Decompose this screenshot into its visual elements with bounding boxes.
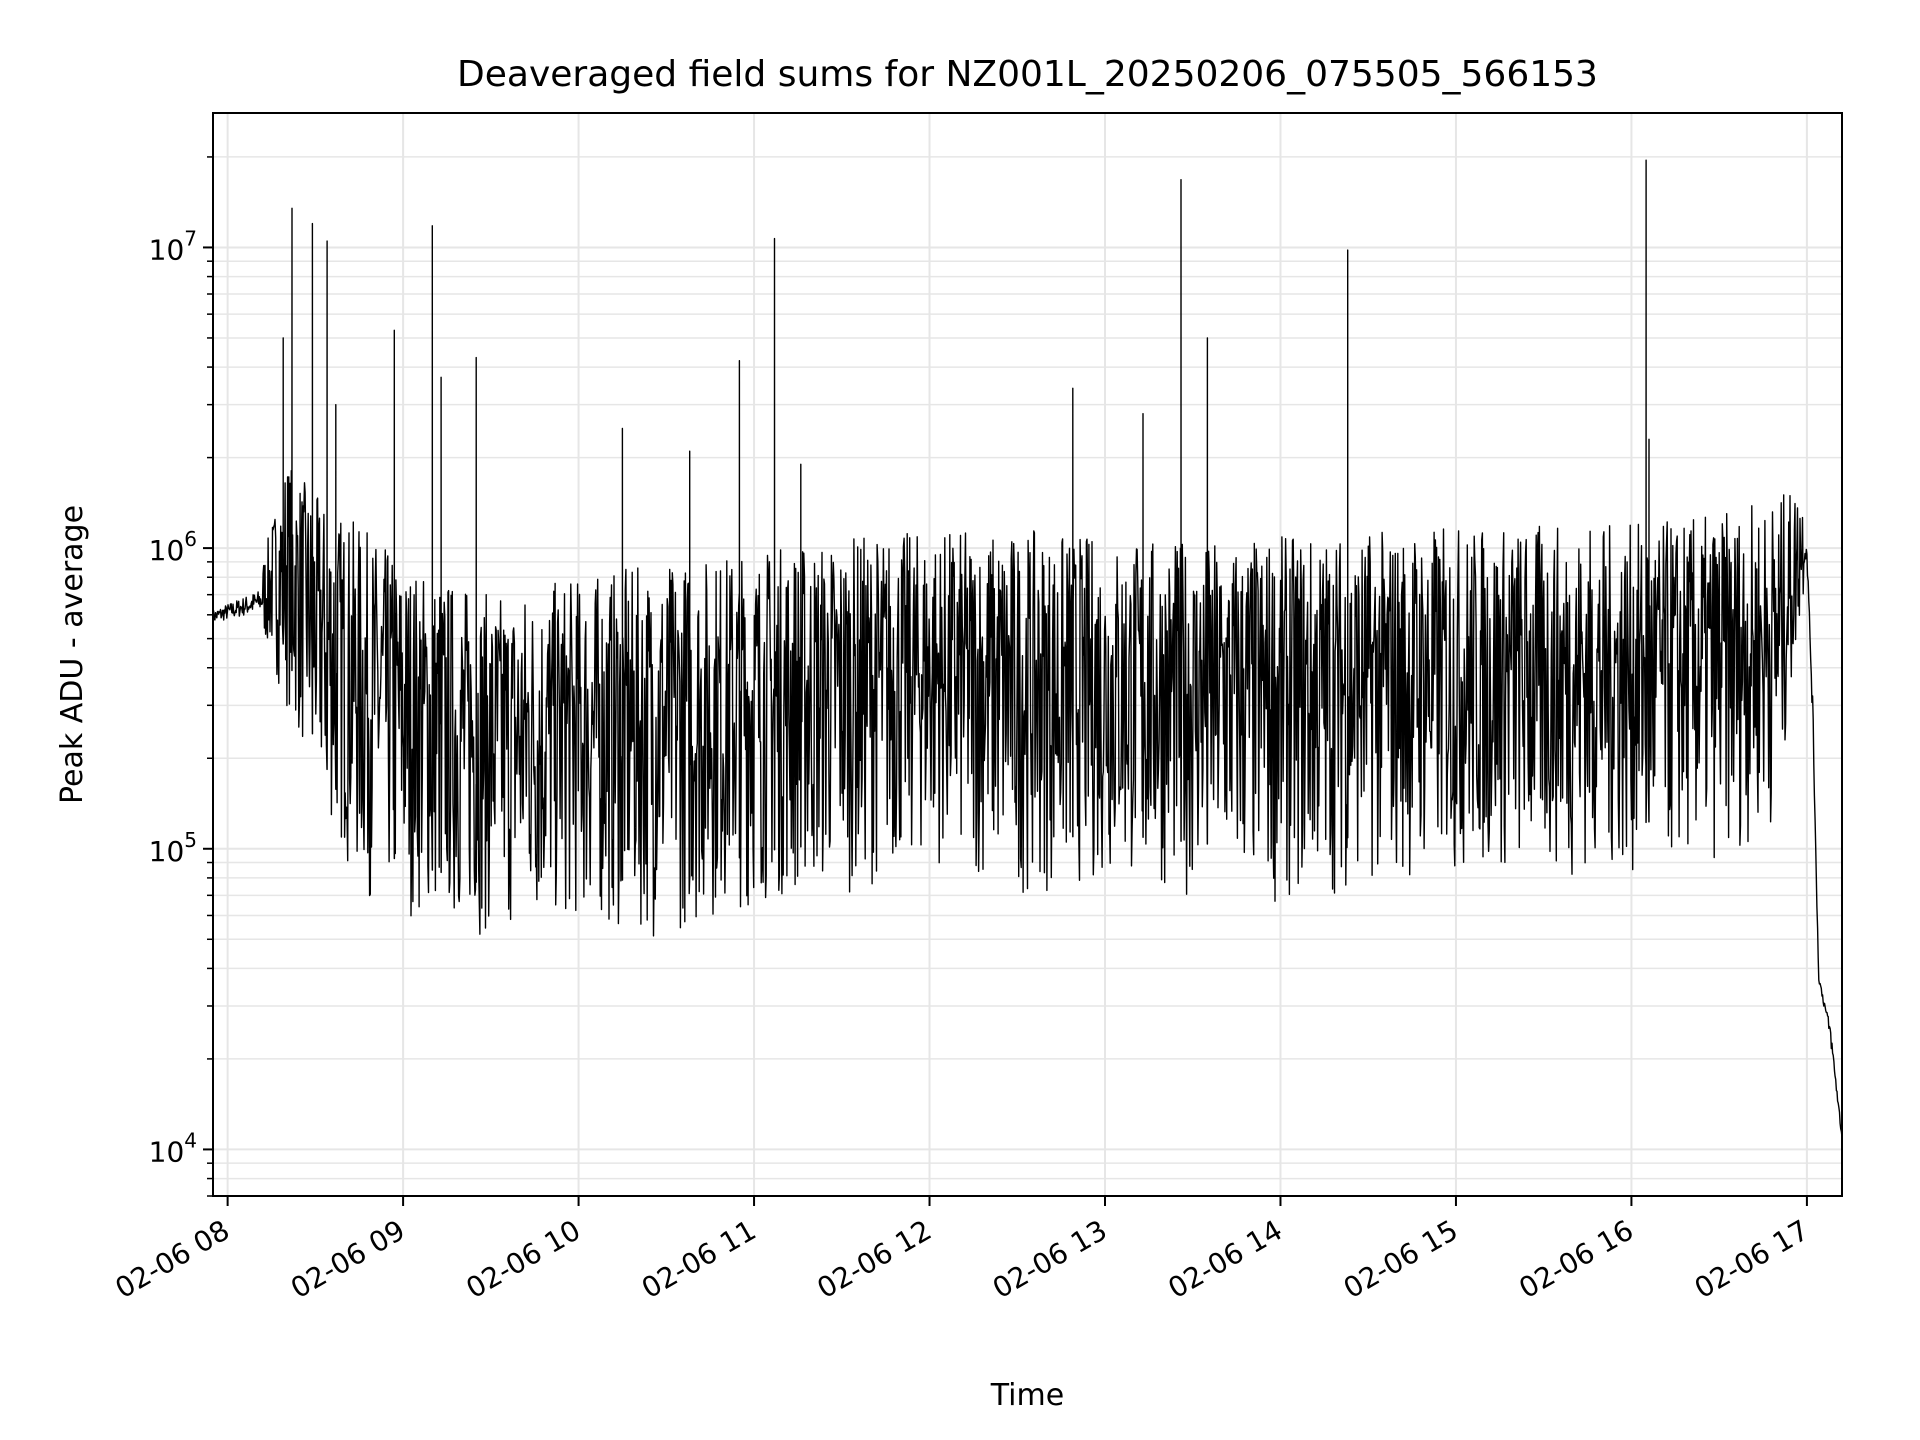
x-axis-label: Time: [990, 1378, 1064, 1413]
chart-title: Deaveraged field sums for NZ001L_2025020…: [457, 54, 1598, 95]
y-tick-label: 107: [149, 226, 197, 266]
plot-frame: [212, 112, 1843, 1197]
y-tick-label: 106: [149, 527, 197, 567]
plot-area: [212, 159, 1843, 1138]
series-line: [212, 159, 1843, 1138]
y-tick-label: 105: [149, 828, 197, 868]
y-axis-label: Peak ADU - average: [55, 505, 90, 804]
y-tick-label: 104: [149, 1128, 197, 1168]
